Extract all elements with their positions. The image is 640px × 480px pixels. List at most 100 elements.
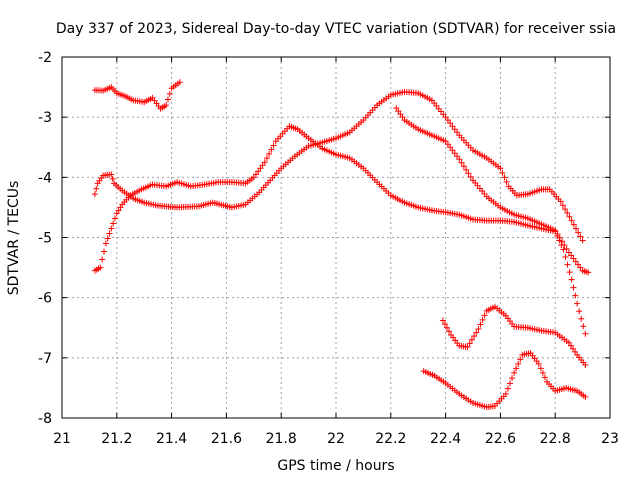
data-point bbox=[263, 155, 270, 162]
data-point bbox=[568, 276, 575, 283]
data-point bbox=[570, 345, 577, 352]
y-tick-label: -3 bbox=[38, 110, 52, 126]
x-tick-label: 21.8 bbox=[266, 431, 297, 447]
data-point bbox=[582, 393, 589, 400]
data-point bbox=[397, 111, 404, 118]
data-point bbox=[557, 198, 564, 205]
data-point bbox=[578, 315, 585, 322]
data-point bbox=[113, 210, 120, 217]
data-point bbox=[110, 220, 117, 227]
x-tick-label: 21.2 bbox=[101, 431, 132, 447]
data-point bbox=[479, 316, 486, 323]
y-tick-label: -7 bbox=[38, 351, 52, 367]
data-point bbox=[504, 385, 511, 392]
data-point bbox=[572, 292, 579, 299]
data-point bbox=[497, 165, 504, 172]
data-point bbox=[567, 342, 574, 349]
data-point bbox=[456, 156, 463, 163]
data-point bbox=[577, 233, 584, 240]
data-point bbox=[564, 261, 571, 268]
data-point bbox=[535, 360, 542, 367]
data-point bbox=[266, 150, 273, 157]
data-point bbox=[466, 340, 473, 347]
data-point bbox=[509, 375, 516, 382]
data-point bbox=[552, 227, 559, 234]
y-tick-label: -4 bbox=[38, 170, 52, 186]
data-point bbox=[576, 308, 583, 315]
data-point bbox=[442, 138, 449, 145]
data-point bbox=[99, 256, 106, 263]
x-tick-label: 23 bbox=[601, 431, 619, 447]
data-point bbox=[515, 360, 522, 367]
data-point bbox=[454, 153, 461, 160]
data-point bbox=[439, 317, 446, 324]
y-tick-labels: -2 -3 -4 -5 -6 -7 -8 bbox=[38, 50, 52, 427]
y-tick-label: -2 bbox=[38, 50, 52, 66]
data-point bbox=[572, 348, 579, 355]
data-point bbox=[101, 248, 108, 255]
grid-lines bbox=[62, 57, 610, 418]
series-arc-c bbox=[91, 123, 589, 337]
data-point bbox=[537, 365, 544, 372]
data-point bbox=[570, 284, 577, 291]
data-point bbox=[458, 159, 465, 166]
data-point bbox=[93, 185, 100, 192]
series-arc-f bbox=[420, 350, 589, 411]
y-tick-label: -6 bbox=[38, 291, 52, 307]
data-point bbox=[566, 213, 573, 220]
chart-title: Day 337 of 2023, Sidereal Day-to-day VTE… bbox=[56, 21, 616, 37]
x-tick-label: 22.6 bbox=[485, 431, 516, 447]
data-point bbox=[501, 174, 508, 181]
data-point bbox=[513, 365, 520, 372]
data-point bbox=[395, 108, 402, 115]
data-point bbox=[443, 324, 450, 331]
data-point bbox=[481, 312, 488, 319]
data-point bbox=[460, 163, 467, 170]
data-point bbox=[252, 171, 259, 178]
data-point bbox=[447, 120, 454, 127]
data-point bbox=[464, 344, 471, 351]
x-tick-label: 22.8 bbox=[540, 431, 571, 447]
data-point bbox=[104, 235, 111, 242]
data-point bbox=[570, 221, 577, 228]
data-point bbox=[446, 328, 453, 335]
data-point bbox=[577, 264, 584, 271]
data-point bbox=[539, 369, 546, 376]
data-point bbox=[164, 96, 171, 103]
data-point bbox=[463, 166, 470, 173]
x-tick-label: 21.4 bbox=[156, 431, 187, 447]
data-point bbox=[465, 170, 472, 177]
data-point bbox=[580, 323, 587, 330]
data-point bbox=[451, 126, 458, 133]
y-tick-label: -5 bbox=[38, 231, 52, 247]
data-point bbox=[582, 330, 589, 337]
x-tick-label: 22.4 bbox=[430, 431, 461, 447]
y-tick-label: -8 bbox=[38, 411, 52, 427]
data-point bbox=[585, 269, 592, 276]
data-point bbox=[582, 362, 589, 369]
data-point bbox=[442, 114, 449, 121]
data-point bbox=[502, 390, 509, 397]
data-point bbox=[441, 321, 448, 328]
data-point bbox=[393, 105, 400, 112]
data-point bbox=[444, 141, 451, 148]
data-point bbox=[447, 144, 454, 151]
data-point bbox=[449, 147, 456, 154]
y-axis-label: SDTVAR / TECUs bbox=[6, 181, 22, 296]
data-point bbox=[454, 129, 461, 136]
data-point bbox=[575, 229, 582, 236]
data-point bbox=[111, 215, 118, 222]
data-point bbox=[102, 240, 109, 247]
data-point bbox=[166, 90, 173, 97]
data-point bbox=[475, 325, 482, 332]
data-point bbox=[473, 329, 480, 336]
data-point bbox=[176, 79, 183, 86]
data-point bbox=[563, 245, 570, 252]
data-point bbox=[566, 269, 573, 276]
data-point bbox=[444, 117, 451, 124]
data-point bbox=[250, 174, 257, 181]
data-point bbox=[259, 162, 266, 169]
data-point bbox=[451, 150, 458, 157]
series-arc-b bbox=[91, 88, 586, 244]
